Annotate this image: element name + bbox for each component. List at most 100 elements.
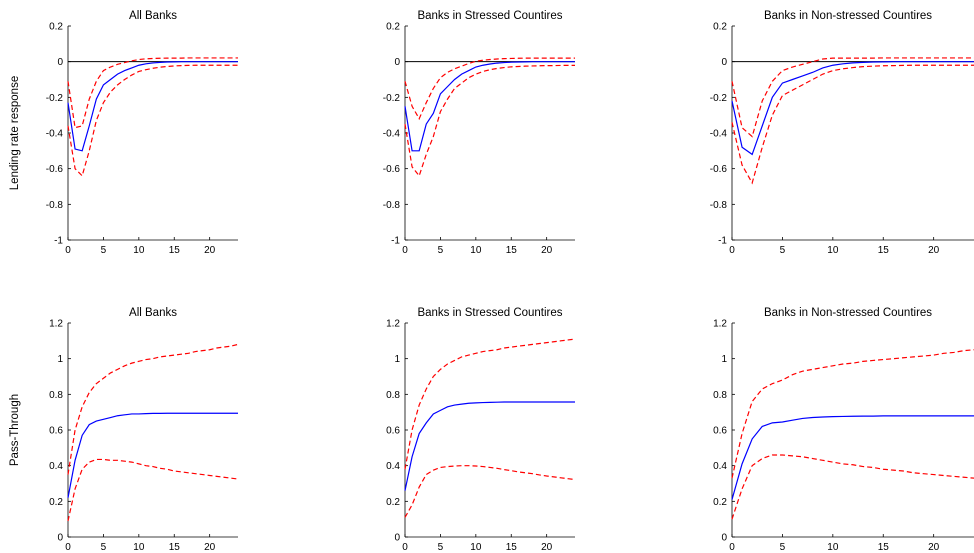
panel-title: Banks in Non-stressed Countires [764, 307, 932, 319]
y-tick-label: -0.2 [383, 93, 401, 104]
x-tick-label: 5 [101, 245, 107, 256]
upper-band-line [404, 338, 576, 470]
y-tick-label: 1 [721, 354, 727, 365]
x-tick-label: 15 [506, 245, 518, 256]
y-tick-label: -1 [718, 236, 727, 247]
y-tick-label: 0.8 [49, 390, 63, 401]
lower-band-line [731, 454, 974, 520]
x-tick-label: 0 [729, 542, 735, 553]
y-tick-label: 0.4 [386, 461, 400, 472]
x-tick-label: 5 [438, 245, 444, 256]
x-tick-label: 0 [402, 542, 408, 553]
y-tick-label: -0.8 [710, 200, 728, 211]
panel-title: All Banks [129, 307, 177, 319]
response-line [731, 61, 974, 156]
x-tick-label: 10 [133, 245, 145, 256]
y-tick-label: -0.8 [46, 200, 64, 211]
x-tick-label: 5 [780, 542, 786, 553]
y-tick-label: 0 [721, 533, 727, 544]
y-tick-label: -0.4 [46, 129, 64, 140]
lower-band-line [67, 458, 239, 522]
subplot-2: -1 -0.8 -0.6 -0.4 -0.2 0 0.2 0 5 10 15 20 Banks in S… [383, 10, 575, 256]
y-tick-label: 0.2 [49, 497, 63, 508]
response-line [67, 412, 238, 498]
x-tick-label: 20 [928, 542, 940, 553]
x-tick-label: 20 [928, 245, 940, 256]
subplot-3: -1 -0.8 -0.6 -0.4 -0.2 0 0.2 0 5 10 15 20 Banks in N… [710, 10, 974, 256]
upper-band-line [67, 343, 239, 475]
x-tick-label: 10 [470, 542, 482, 553]
x-tick-label: 15 [878, 245, 890, 256]
x-tick-label: 10 [470, 245, 482, 256]
subplot-5: 0 0.2 0.4 0.6 0.8 1 1.2 0 5 10 15 20 Banks in Stress… [386, 307, 576, 553]
y-tick-label: 0.2 [713, 22, 727, 33]
x-tick-label: 15 [169, 542, 181, 553]
y-tick-label: -0.6 [383, 164, 401, 175]
y-tick-label: -0.4 [710, 129, 728, 140]
y-tick-label: -0.2 [46, 93, 64, 104]
x-tick-label: 15 [878, 542, 890, 553]
response-line [67, 61, 238, 152]
response-line [731, 415, 974, 500]
y-tick-label: 1 [57, 354, 63, 365]
lower-band-line [404, 64, 575, 178]
y-tick-label: 0.6 [386, 426, 400, 437]
x-tick-label: 0 [402, 245, 408, 256]
x-tick-label: 10 [133, 542, 145, 553]
y-tick-label: 0.8 [386, 390, 400, 401]
upper-band-line [731, 57, 974, 138]
x-tick-label: 0 [65, 245, 71, 256]
lower-band-line [731, 64, 974, 185]
x-tick-label: 10 [827, 542, 839, 553]
y-tick-label: 1.2 [386, 319, 400, 330]
x-tick-label: 5 [780, 245, 786, 256]
y-tick-label: 0.2 [713, 497, 727, 508]
y-tick-label: 0 [57, 57, 63, 68]
x-tick-label: 20 [204, 542, 216, 553]
subplot-1: -1 -0.8 -0.6 -0.4 -0.2 0 0.2 0 5 10 15 20 All Banks L… [9, 10, 238, 256]
y-tick-label: -0.2 [710, 93, 728, 104]
x-tick-label: 15 [506, 542, 518, 553]
y-tick-label: 0.6 [713, 426, 727, 437]
panel-title: All Banks [129, 10, 177, 22]
y-tick-label: 0.4 [49, 461, 63, 472]
panel-title: Banks in Stressed Countires [417, 10, 562, 22]
y-tick-label: -0.6 [46, 164, 64, 175]
lower-band-line [404, 465, 576, 518]
y-tick-label: 0 [394, 57, 400, 68]
panel-title: Banks in Stressed Countires [417, 307, 562, 319]
upper-band-line [731, 349, 974, 479]
x-tick-label: 0 [729, 245, 735, 256]
upper-band-line [404, 57, 575, 121]
y-tick-label: 1.2 [713, 319, 727, 330]
x-tick-label: 20 [541, 542, 553, 553]
subplot-6: 0 0.2 0.4 0.6 0.8 1 1.2 0 5 10 15 20 Banks in Non-st… [713, 307, 974, 553]
y-tick-label: 0.2 [386, 22, 400, 33]
y-tick-label: -0.6 [710, 164, 728, 175]
y-tick-label: 0.2 [49, 22, 63, 33]
x-tick-label: 20 [541, 245, 553, 256]
response-line [404, 401, 575, 491]
lower-band-line [67, 64, 238, 177]
subplot-4: 0 0.2 0.4 0.6 0.8 1 1.2 0 5 10 15 20 All Banks Pass-T… [9, 307, 239, 553]
x-tick-label: 20 [204, 245, 216, 256]
y-tick-label: -1 [54, 236, 63, 247]
y-tick-label: 0.6 [49, 426, 63, 437]
y-tick-label: 0.8 [713, 390, 727, 401]
y-axis-label: Lending rate response [9, 76, 21, 190]
x-tick-label: 0 [65, 542, 71, 553]
y-tick-label: 0.4 [713, 461, 727, 472]
y-tick-label: -1 [391, 236, 400, 247]
y-tick-label: -0.8 [383, 200, 401, 211]
y-axis-label: Pass-Through [9, 394, 21, 466]
panel-title: Banks in Non-stressed Countires [764, 10, 932, 22]
y-tick-label: 0 [721, 57, 727, 68]
y-tick-label: -0.4 [383, 129, 401, 140]
y-tick-label: 0 [57, 533, 63, 544]
y-tick-label: 1 [394, 354, 400, 365]
x-tick-label: 5 [438, 542, 444, 553]
response-line [404, 61, 575, 152]
y-tick-label: 0.2 [386, 497, 400, 508]
x-tick-label: 15 [169, 245, 181, 256]
